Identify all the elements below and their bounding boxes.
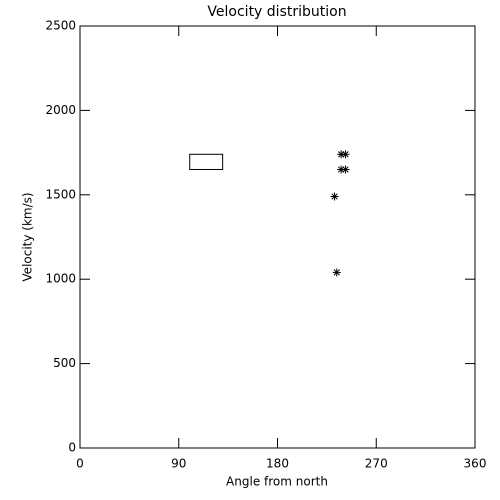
- x-axis-label: Angle from north: [226, 475, 328, 489]
- asterisk-stroke: [342, 151, 349, 158]
- asterisk-stroke: [333, 269, 340, 276]
- y-axis-label: Velocity (km/s): [21, 192, 35, 281]
- asterisk-stroke: [342, 166, 349, 173]
- y-tick-label: 500: [53, 356, 76, 370]
- asterisk-point: [332, 268, 341, 277]
- y-tick-label: 1500: [45, 187, 76, 201]
- y-tick-label: 0: [68, 441, 76, 455]
- x-tick-label: 360: [464, 457, 487, 471]
- y-tick-label: 1000: [45, 272, 76, 286]
- range-box: [189, 153, 224, 170]
- asterisk-point: [341, 150, 350, 159]
- x-tick-label: 180: [266, 457, 289, 471]
- x-tick-label: 90: [171, 457, 186, 471]
- y-tick-label: 2000: [45, 103, 76, 117]
- asterisk-stroke: [331, 193, 338, 200]
- chart-title: Velocity distribution: [207, 4, 346, 20]
- x-tick-label: 270: [365, 457, 388, 471]
- asterisk-point: [341, 165, 350, 174]
- asterisk-point: [330, 192, 339, 201]
- y-tick-label: 2500: [45, 19, 76, 33]
- x-tick-label: 0: [76, 457, 84, 471]
